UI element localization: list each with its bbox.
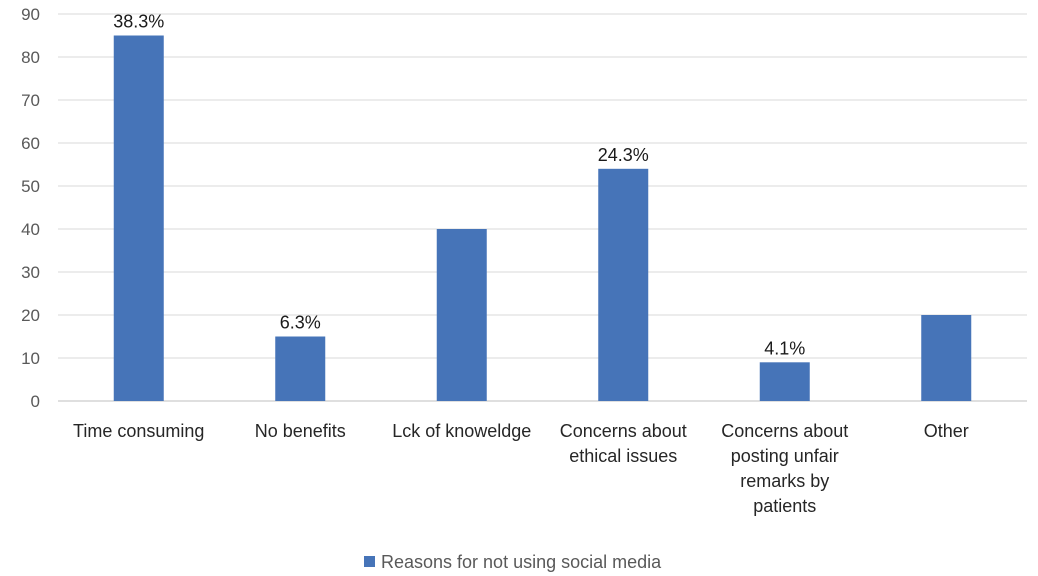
- bar: [113, 35, 164, 401]
- x-tick-label: Other: [924, 421, 969, 441]
- data-label: 4.1%: [764, 338, 805, 358]
- bar: [275, 336, 326, 401]
- bar: [759, 362, 810, 401]
- data-label: 38.3%: [113, 12, 164, 32]
- x-tick-label: Concerns about posting unfair remarks by pa…: [721, 421, 848, 516]
- y-tick-label: 50: [21, 177, 40, 196]
- category-labels: Time consuming No benefits Lck of knoweldg…: [73, 421, 969, 516]
- y-tick-label: 30: [21, 263, 40, 282]
- y-tick-label: 90: [21, 5, 40, 24]
- gridlines: [58, 13, 1027, 402]
- bars: [113, 35, 972, 401]
- y-tick-label: 40: [21, 220, 40, 239]
- y-tick-label: 70: [21, 91, 40, 110]
- y-tick-label: 20: [21, 306, 40, 325]
- y-axis-ticks: 0 10 20 30 40 50 60 70 80 90: [21, 5, 40, 411]
- data-label: 24.3%: [598, 145, 649, 165]
- bar: [921, 315, 972, 401]
- bar: [598, 168, 649, 401]
- bar: [436, 229, 487, 401]
- data-label: 6.3%: [280, 313, 321, 333]
- x-tick-label: Concerns about ethical issues: [560, 421, 687, 466]
- x-tick-label: Time consuming: [73, 421, 204, 441]
- legend: Reasons for not using social media: [364, 552, 662, 572]
- legend-swatch: [364, 556, 375, 567]
- y-tick-label: 60: [21, 134, 40, 153]
- y-tick-label: 10: [21, 349, 40, 368]
- legend-label: Reasons for not using social media: [381, 552, 662, 572]
- x-tick-label: No benefits: [255, 421, 346, 441]
- x-tick-label: Lck of knoweldge: [392, 421, 531, 441]
- data-labels: 38.3% 6.3% 24.3% 4.1%: [113, 12, 805, 359]
- y-tick-label: 80: [21, 48, 40, 67]
- y-tick-label: 0: [31, 392, 40, 411]
